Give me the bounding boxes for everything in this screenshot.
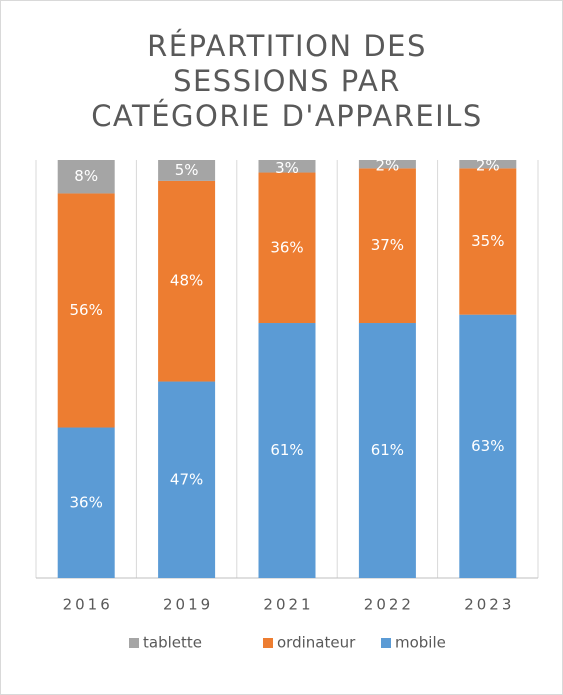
bar-segment [258,160,316,173]
data-label: 2% [376,157,400,175]
bar-segment [158,160,216,181]
bar-segment [358,160,416,169]
bar-segment [158,180,216,382]
data-label: 63% [471,437,504,455]
data-label: 5% [175,161,199,179]
chart-title: CATÉGORIE D'APPAREILS [91,99,483,133]
data-label: 3% [275,159,299,177]
legend-label: mobile [395,634,446,652]
x-tick-label: 2023 [464,596,514,614]
bar-segment [358,323,416,578]
data-label: 8% [74,167,98,185]
bar-segment [57,427,115,578]
bar-segment [358,168,416,324]
data-label: 61% [371,441,404,459]
bar-segment [158,381,216,578]
legend-swatch [263,638,273,648]
bar-segment [459,160,517,169]
data-label: 35% [471,232,504,250]
x-tick-label: 2016 [63,596,113,614]
bar-segment [57,193,115,428]
chart-title: SESSIONS PAR [173,64,401,98]
bar-segment [459,168,517,315]
data-label: 47% [170,470,203,488]
data-label: 36% [270,238,303,256]
data-label: 36% [70,493,103,511]
data-label: 48% [170,272,203,290]
chart-title: RÉPARTITION DES [147,29,427,63]
x-tick-label: 2022 [364,596,414,614]
bar-segment [258,172,316,324]
x-tick-label: 2019 [163,596,213,614]
legend-swatch [129,638,139,648]
x-tick-label: 2021 [263,596,313,614]
data-label: 37% [371,236,404,254]
data-label: 61% [270,441,303,459]
bar-segment [57,160,115,194]
legend-swatch [381,638,391,648]
bar-segment [459,314,517,578]
data-label: 56% [70,301,103,319]
legend-label: ordinateur [277,634,356,652]
data-label: 2% [476,157,500,175]
legend-label: tablette [143,634,202,652]
bar-segment [258,323,316,578]
